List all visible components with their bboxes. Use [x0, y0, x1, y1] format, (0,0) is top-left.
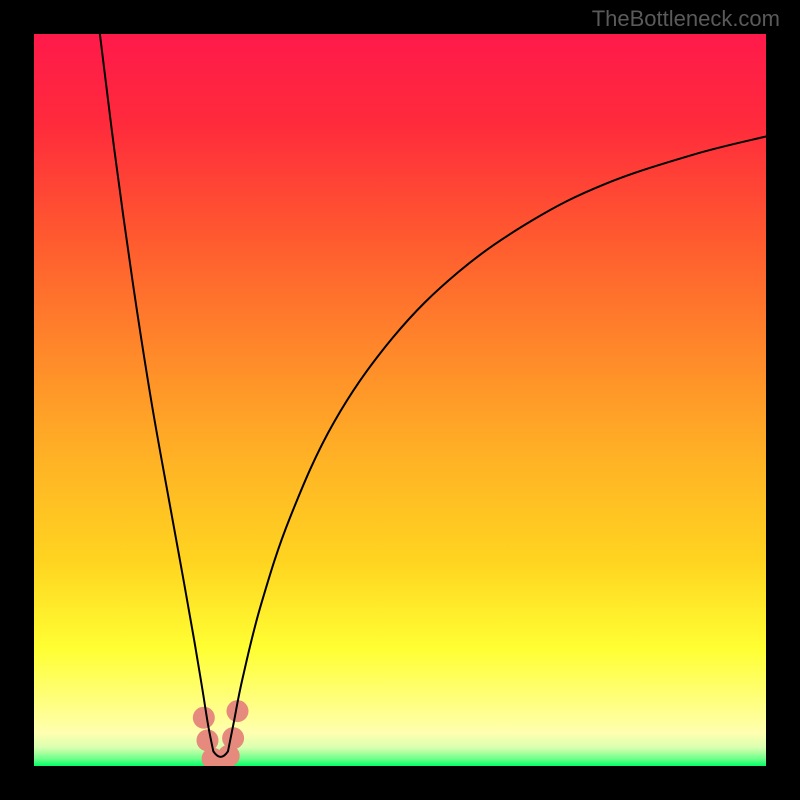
well-marker: [193, 707, 215, 729]
curve-left-branch: [100, 34, 213, 751]
plot-area: [34, 34, 766, 766]
curve-layer: [34, 34, 766, 766]
curve-right-branch: [228, 136, 766, 751]
figure-root: { "source_watermark": { "text": "TheBott…: [0, 0, 800, 800]
watermark-label: TheBottleneck.com: [592, 6, 780, 32]
